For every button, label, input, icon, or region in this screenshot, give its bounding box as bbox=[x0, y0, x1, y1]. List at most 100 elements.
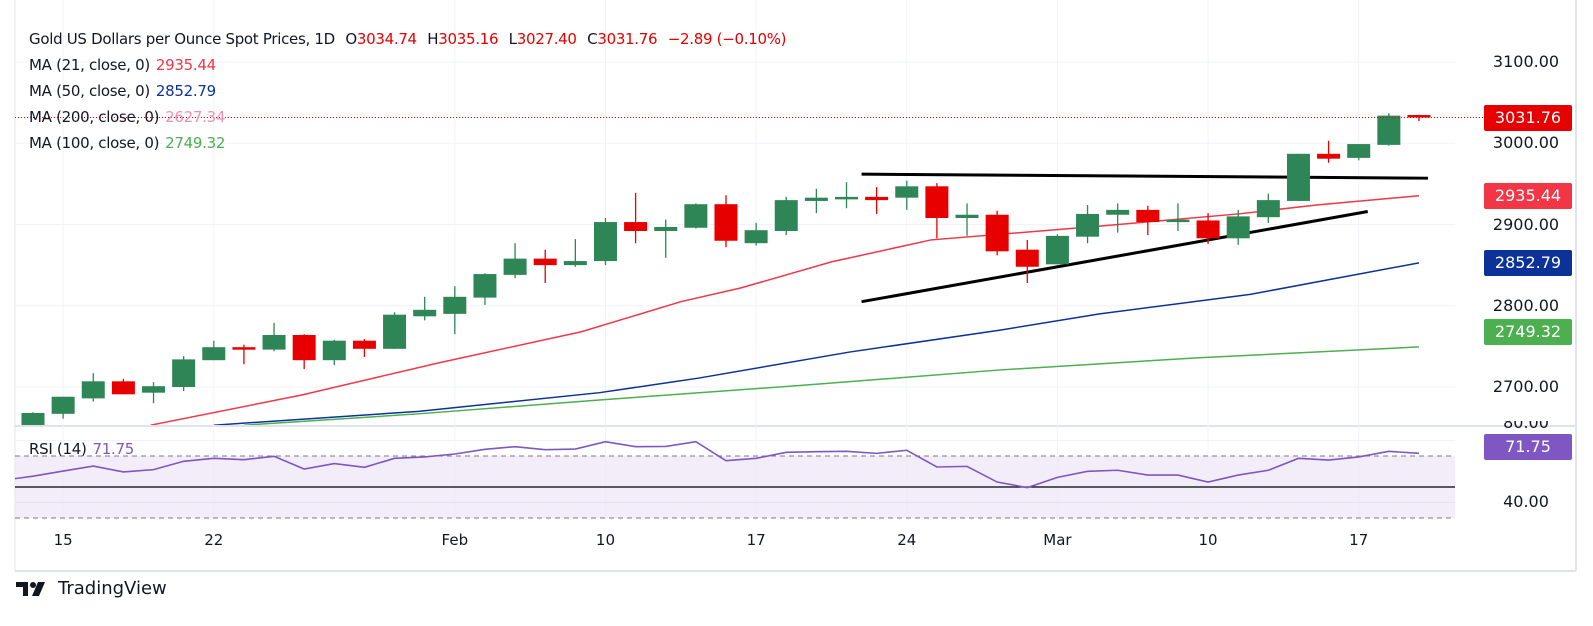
ma21-value: 2935.44 bbox=[155, 56, 216, 74]
rsi-label: RSI (14) bbox=[29, 440, 87, 458]
ma50-value: 2852.79 bbox=[155, 82, 216, 100]
ma21-legend[interactable]: MA (21, close, 0) 2935.44 bbox=[29, 56, 222, 74]
candle-body bbox=[292, 335, 316, 361]
candle bbox=[563, 239, 587, 267]
candle bbox=[985, 210, 1009, 256]
time-tick-label: 24 bbox=[897, 531, 917, 549]
ma50-badge: 2852.79 bbox=[1484, 250, 1572, 276]
candle-body bbox=[1347, 144, 1371, 158]
candle bbox=[142, 382, 166, 404]
open-value: 3034.74 bbox=[356, 30, 417, 48]
candle bbox=[1286, 153, 1310, 201]
time-tick-label: 17 bbox=[1349, 531, 1369, 549]
candle-body bbox=[593, 222, 617, 262]
change-value: −2.89 (−0.10%) bbox=[667, 30, 787, 48]
rsi-axis-40: 40.00 bbox=[1503, 492, 1549, 511]
ma100-badge: 2749.32 bbox=[1484, 319, 1572, 345]
candle-body bbox=[654, 226, 678, 231]
candle-body bbox=[1015, 249, 1039, 267]
candle-body bbox=[352, 340, 376, 349]
tradingview-logo[interactable]: TradingView bbox=[16, 578, 167, 599]
open-label: O bbox=[345, 30, 357, 48]
symbol-legend: Gold US Dollars per Ounce Spot Prices, 1… bbox=[29, 30, 792, 48]
candle bbox=[684, 203, 708, 229]
time-tick-label: 10 bbox=[595, 531, 616, 549]
symbol-title: Gold US Dollars per Ounce Spot Prices, 1… bbox=[29, 30, 335, 48]
candle bbox=[232, 344, 256, 365]
candle bbox=[1407, 114, 1431, 121]
candle-body bbox=[172, 359, 196, 387]
ma50-legend[interactable]: MA (50, close, 0) 2852.79 bbox=[29, 82, 222, 100]
candle bbox=[51, 396, 75, 419]
candle bbox=[322, 339, 346, 366]
candle-body bbox=[1136, 209, 1160, 223]
candle-body bbox=[1166, 219, 1190, 223]
candle-body bbox=[895, 186, 919, 198]
candle bbox=[1076, 205, 1100, 244]
time-tick-label: 10 bbox=[1198, 531, 1218, 549]
candle-body bbox=[835, 196, 859, 200]
low-value: 3027.40 bbox=[516, 30, 577, 48]
candle bbox=[352, 339, 376, 357]
low-label: L bbox=[508, 30, 517, 48]
candle-body bbox=[624, 222, 648, 231]
candle bbox=[1015, 239, 1039, 283]
rsi-legend[interactable]: RSI (14) 71.75 bbox=[29, 440, 140, 458]
price-tick-label: 3000.00 bbox=[1492, 133, 1560, 153]
candle-body bbox=[1076, 213, 1100, 237]
candle bbox=[202, 340, 226, 361]
candle bbox=[804, 188, 828, 214]
candle-body bbox=[322, 340, 346, 361]
candle-body bbox=[1196, 220, 1220, 239]
candle bbox=[503, 243, 527, 279]
candle-body bbox=[262, 335, 286, 350]
candle-body bbox=[21, 413, 45, 425]
candle bbox=[654, 219, 678, 258]
rsi-value: 71.75 bbox=[92, 440, 135, 458]
candle bbox=[714, 195, 738, 248]
candle bbox=[1317, 140, 1341, 163]
candle bbox=[895, 180, 919, 210]
rsi-line bbox=[14, 440, 1420, 489]
candle-body bbox=[473, 274, 497, 298]
candle bbox=[533, 249, 557, 283]
candle bbox=[1136, 205, 1160, 236]
candle bbox=[925, 183, 949, 239]
candle-body bbox=[684, 204, 708, 228]
candle-body bbox=[1286, 153, 1310, 201]
candle-body bbox=[774, 200, 798, 231]
candle-body bbox=[81, 381, 105, 399]
candle-body bbox=[1226, 216, 1250, 239]
candle-body bbox=[383, 314, 407, 349]
candle bbox=[473, 273, 497, 305]
candle bbox=[835, 182, 859, 209]
ma200-legend[interactable]: MA (200, close, 0) 2627.34 bbox=[29, 108, 231, 126]
ma100-legend[interactable]: MA (100, close, 0) 2749.32 bbox=[29, 134, 231, 152]
candle bbox=[1377, 113, 1401, 146]
time-tick-label: Feb bbox=[441, 531, 469, 549]
candle bbox=[1045, 234, 1069, 265]
candle bbox=[865, 187, 889, 214]
candle bbox=[1256, 193, 1280, 223]
candle-body bbox=[413, 309, 437, 317]
price-tick-label: 3100.00 bbox=[1492, 52, 1560, 71]
brand-name: TradingView bbox=[58, 578, 167, 599]
candle bbox=[1226, 209, 1250, 245]
candle bbox=[774, 196, 798, 236]
candle-body bbox=[503, 258, 527, 275]
rsi-axis-80: 80.00 bbox=[1503, 421, 1549, 432]
candle bbox=[383, 312, 407, 349]
time-tick-label: 15 bbox=[53, 531, 73, 549]
ma21-badge: 2935.44 bbox=[1484, 183, 1572, 209]
candle-body bbox=[51, 396, 75, 414]
candle bbox=[443, 286, 467, 335]
candle bbox=[593, 218, 617, 266]
rsi-badge: 71.75 bbox=[1484, 434, 1572, 460]
time-tick-label: 17 bbox=[746, 531, 766, 549]
price-tick-label: 2800.00 bbox=[1492, 295, 1560, 315]
candle bbox=[172, 356, 196, 392]
main-pane bbox=[21, 113, 1431, 425]
candle-body bbox=[804, 197, 828, 201]
close-value: 3031.76 bbox=[597, 30, 658, 48]
